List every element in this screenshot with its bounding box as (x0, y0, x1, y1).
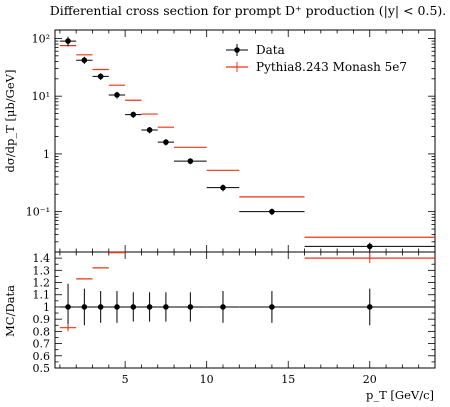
data-point (92, 73, 109, 81)
data-point (76, 56, 93, 65)
data-point-marker (81, 57, 88, 63)
ratio-data-point (59, 283, 77, 331)
ratio-data-point (108, 291, 126, 323)
ratio-y-tick-label: 0.6 (33, 350, 51, 363)
main-y-tick-label: 1 (43, 148, 50, 161)
legend: Data Pythia8.243 Monash 5e7 (226, 43, 407, 74)
ratio-x-ticks (59, 252, 436, 368)
ratio-panel-frame (54, 251, 436, 369)
x-tick-labels: 5 10 15 20 (122, 373, 377, 386)
data-point (157, 139, 175, 146)
ratio-y-tick-label: 1 (43, 301, 50, 314)
ratio-data-marker (366, 304, 373, 310)
data-point (108, 91, 126, 99)
data-points (59, 36, 435, 251)
chart-title: Differential cross section for prompt D⁺… (50, 3, 447, 18)
main-y-tick-label: 10¹ (32, 90, 50, 103)
ratio-y-tick-label: 1.4 (33, 252, 51, 265)
data-point (206, 184, 240, 192)
x-tick-label: 5 (122, 373, 129, 386)
ratio-data-point (76, 288, 93, 326)
x-tick-label: 10 (200, 373, 214, 386)
ratio-data-marker (114, 304, 120, 310)
ratio-data-point (239, 291, 305, 323)
ratio-y-tick-label: 0.7 (33, 338, 51, 351)
ratio-mc-histogram (59, 251, 435, 332)
ratio-data-marker (146, 304, 153, 310)
data-point (125, 111, 142, 118)
main-y-ticks: 10² 10¹ 1 10⁻¹ (26, 32, 435, 253)
data-point (59, 36, 77, 47)
data-point (174, 158, 207, 165)
main-y-axis-label: dσ/dp_T [μb/GeV] (3, 70, 17, 173)
legend-mc-marker (226, 62, 248, 72)
ratio-data-marker (269, 304, 275, 310)
data-point-marker (187, 158, 194, 164)
ratio-data-points (59, 283, 435, 331)
data-point-marker (163, 139, 169, 145)
ratio-data-point (92, 291, 109, 323)
ratio-y-tick-label: 0.5 (33, 362, 51, 375)
legend-label-data: Data (256, 43, 285, 57)
main-panel: 10² 10¹ 1 10⁻¹ dσ/dp_T [μb/GeV] (3, 29, 436, 253)
ratio-data-point (157, 292, 175, 322)
ratio-y-tick-label: 1.2 (33, 277, 51, 290)
main-y-tick-label: 10² (32, 32, 50, 45)
ratio-data-point (206, 291, 240, 323)
ratio-data-point (125, 292, 142, 322)
ratio-panel: 0.50.60.70.80.911.11.21.31.4 MC/Data (3, 251, 436, 375)
data-point-marker (269, 208, 275, 215)
data-point-marker (130, 111, 137, 118)
ratio-data-marker (65, 304, 71, 310)
ratio-data-marker (97, 304, 104, 310)
legend-data-marker (226, 44, 248, 56)
main-x-ticks (59, 30, 436, 252)
ratio-data-point (174, 292, 207, 322)
ratio-y-tick-label: 1.3 (33, 264, 51, 277)
data-point (304, 242, 435, 251)
data-point-marker (65, 38, 71, 44)
ratio-data-marker (81, 304, 88, 310)
data-point-marker (366, 243, 373, 250)
data-point-marker (220, 184, 226, 191)
ratio-data-point (141, 292, 158, 322)
x-tick-label: 20 (363, 373, 377, 386)
data-point-marker (97, 73, 104, 80)
data-point-marker (146, 127, 153, 133)
x-axis-label: p_T [GeV/c] (366, 388, 434, 402)
ratio-y-tick-label: 1.1 (33, 289, 51, 302)
ratio-y-ticks: 0.50.60.70.80.911.11.21.31.4 (33, 251, 435, 375)
ratio-data-marker (163, 304, 169, 310)
main-y-tick-label: 10⁻¹ (26, 206, 50, 219)
ratio-y-tick-label: 0.9 (33, 313, 51, 326)
ratio-data-marker (187, 304, 194, 310)
ratio-y-axis-label: MC/Data (3, 285, 17, 337)
data-point (239, 208, 305, 216)
ratio-data-point (304, 288, 435, 326)
ratio-data-marker (220, 304, 226, 310)
x-tick-label: 15 (281, 373, 295, 386)
mc-histogram (59, 45, 435, 238)
data-point-marker (114, 92, 120, 98)
data-point (141, 126, 158, 134)
ratio-y-tick-label: 0.8 (33, 325, 51, 338)
legend-label-mc: Pythia8.243 Monash 5e7 (256, 60, 407, 74)
ratio-data-marker (130, 304, 137, 310)
